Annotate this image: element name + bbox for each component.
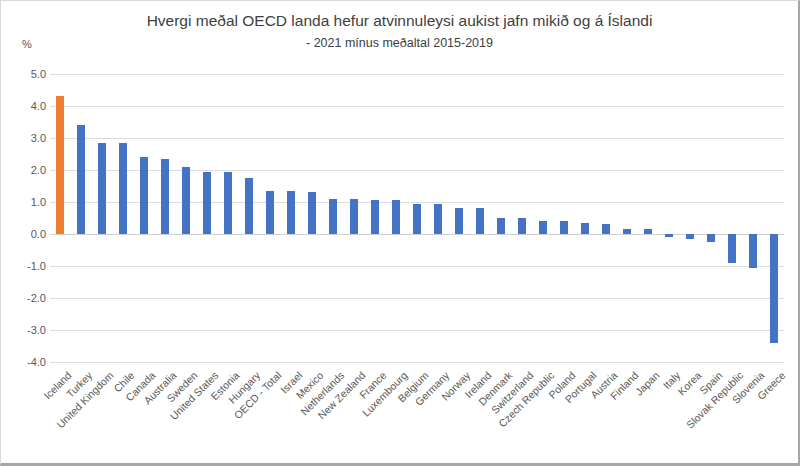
bar-slovak-republic (728, 234, 736, 263)
bar-hungary (245, 178, 253, 234)
bar-iceland (56, 96, 64, 234)
bar-italy (665, 234, 673, 237)
bar-poland (560, 221, 568, 234)
y-axis-tick-label: 4.0 (9, 100, 46, 112)
chart-title: Hvergi meðal OECD landa hefur atvinnuley… (1, 12, 798, 30)
chart-subtitle: - 2021 mínus meðaltal 2015-2019 (1, 36, 798, 50)
y-axis-tick-label: -4.0 (9, 356, 46, 368)
y-axis-unit-label: % (22, 38, 32, 50)
bar-greece (770, 234, 778, 343)
gridline (50, 138, 784, 139)
y-axis-tick-label: -1.0 (9, 260, 46, 272)
bar-portugal (581, 223, 589, 234)
bar-spain (707, 234, 715, 242)
y-axis-tick-label: 1.0 (9, 196, 46, 208)
chart: Hvergi meðal OECD landa hefur atvinnuley… (0, 0, 800, 466)
x-axis-label: Greece (779, 369, 800, 381)
y-axis-tick-label: -3.0 (9, 324, 46, 336)
bar-switzerland (518, 218, 526, 234)
x-axis-line (50, 234, 784, 235)
bar-austria (602, 224, 610, 234)
bar-germany (434, 204, 442, 234)
gridline (50, 74, 784, 75)
bar-korea (686, 234, 694, 239)
plot-area (50, 74, 784, 362)
gridline (50, 106, 784, 107)
bar-australia (161, 159, 169, 234)
y-axis-tick-label: 5.0 (9, 68, 46, 80)
bar-ireland (476, 208, 484, 234)
bar-japan (644, 229, 652, 234)
gridline (50, 298, 784, 299)
y-axis-tick-label: 2.0 (9, 164, 46, 176)
gridline (50, 170, 784, 171)
gridline (50, 266, 784, 267)
bar-estonia (224, 172, 232, 234)
bar-new-zealand (350, 199, 358, 234)
bar-luxembourg (392, 200, 400, 234)
bar-czech-republic (539, 221, 547, 234)
y-axis-tick-label: -2.0 (9, 292, 46, 304)
bar-mexico (308, 192, 316, 234)
bar-united-states (203, 172, 211, 234)
bar-turkey (77, 125, 85, 234)
bar-netherlands (329, 199, 337, 234)
y-axis-tick-label: 3.0 (9, 132, 46, 144)
bar-denmark (497, 218, 505, 234)
bar-united-kingdom (98, 143, 106, 234)
bar-france (371, 200, 379, 234)
bar-canada (140, 157, 148, 234)
bar-israel (287, 191, 295, 234)
bar-belgium (413, 204, 421, 234)
bar-slovenia (749, 234, 757, 268)
bar-sweden (182, 167, 190, 234)
bar-finland (623, 229, 631, 234)
gridline (50, 362, 784, 363)
bar-norway (455, 208, 463, 234)
bar-oecd-total (266, 191, 274, 234)
bar-chile (119, 143, 127, 234)
gridline (50, 330, 784, 331)
y-axis-tick-label: 0.0 (9, 228, 46, 240)
